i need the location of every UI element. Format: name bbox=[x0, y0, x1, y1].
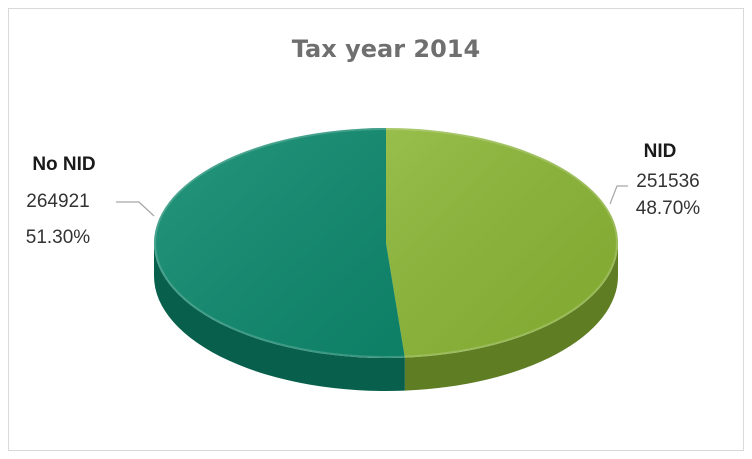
slice-label-value-no-nid: 264921 bbox=[26, 191, 89, 212]
data-label-no-nid: No NID 264921 51.30% bbox=[26, 154, 96, 248]
pie-side-nid bbox=[404, 243, 618, 391]
pie-group bbox=[153, 128, 618, 392]
pie-rim-highlight bbox=[154, 128, 618, 358]
leader-line-no-nid bbox=[116, 201, 155, 217]
pie-side-no-nid bbox=[154, 243, 405, 392]
slice-label-percent-nid: 48.70% bbox=[636, 198, 701, 219]
pie-sheen-nid bbox=[386, 128, 618, 358]
slice-label-value-nid: 251536 bbox=[636, 171, 699, 192]
leader-line-nid bbox=[609, 185, 628, 205]
pie-sheen-no-nid bbox=[153, 128, 405, 358]
data-label-nid: NID 251536 48.70% bbox=[636, 141, 701, 219]
slice-label-name-nid: NID bbox=[644, 141, 677, 162]
slice-label-name-no-nid: No NID bbox=[32, 154, 95, 175]
slice-label-percent-no-nid: 51.30% bbox=[26, 227, 91, 248]
chart-title: Tax year 2014 bbox=[292, 35, 480, 63]
